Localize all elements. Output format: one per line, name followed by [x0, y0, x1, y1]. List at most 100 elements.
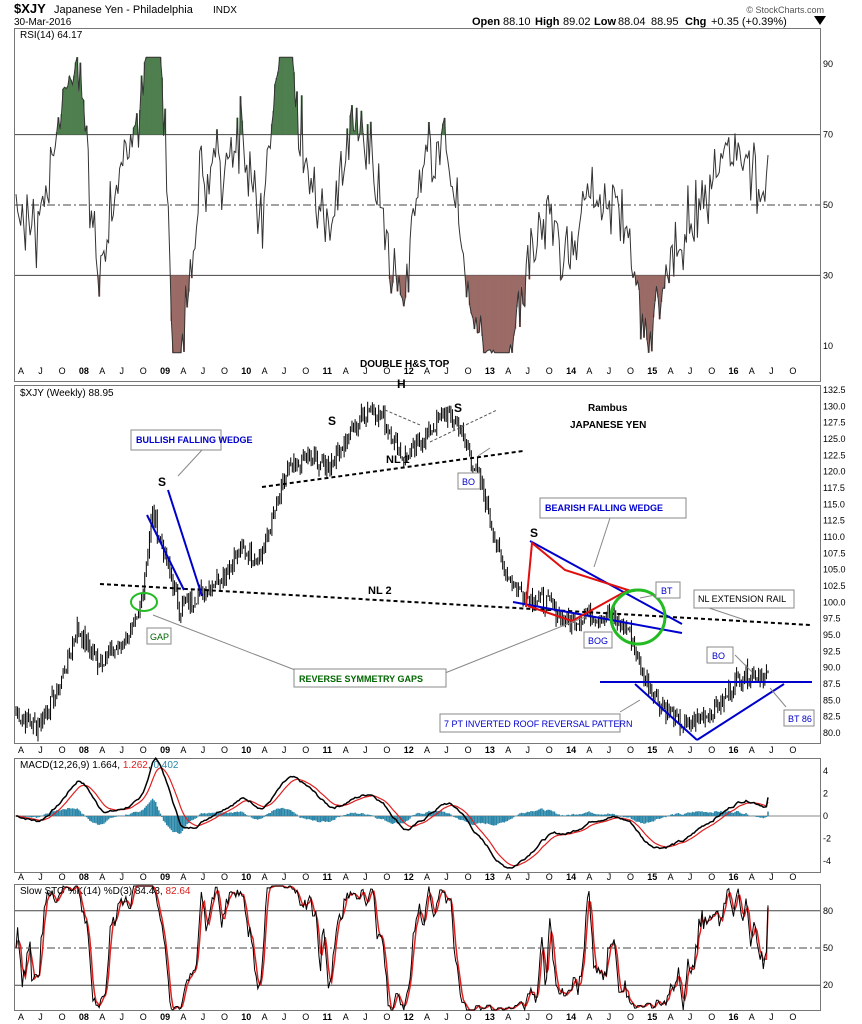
price-tick-label-2: 127.5 — [823, 418, 846, 428]
roof-left-line — [634, 683, 698, 741]
author-label: Rambus — [588, 403, 628, 414]
reverse-gaps-label: REVERSE SYMMETRY GAPS — [299, 674, 423, 684]
x-axis-label-J-2: J — [363, 872, 368, 882]
x-axis-label-O-1: O — [789, 745, 796, 755]
price-tick-label-9: 110.0 — [823, 532, 845, 542]
nl1-label: NL 1 — [386, 454, 410, 466]
sto-label: Slow STO %K(14) %D(3) 84.43, 82.64 — [20, 886, 191, 897]
svg-text:Slow STO %K(14) %D(3) 84.43, 8: Slow STO %K(14) %D(3) 84.43, 82.64 — [20, 886, 191, 897]
x-axis-label-A-2: A — [505, 872, 511, 882]
x-axis-label-08-1: 08 — [79, 745, 89, 755]
x-axis-label-A-1: A — [180, 745, 186, 755]
x-axis-label-O-3: O — [140, 1012, 147, 1022]
macd-line — [16, 757, 769, 869]
bt-box — [655, 581, 681, 599]
roof-right-line — [696, 683, 785, 741]
x-axis-label-A-2: A — [424, 872, 430, 882]
nl-ext-box — [693, 589, 795, 609]
x-axis-label-A-1: A — [18, 745, 24, 755]
x-axis-label-A-1: A — [505, 745, 511, 755]
shoulder-label-s2: S — [530, 526, 538, 540]
x-axis-label-O-3: O — [546, 1012, 553, 1022]
price-tick-label-4: 122.5 — [823, 450, 846, 460]
sto-panel-frame — [14, 884, 821, 1011]
macd-tick-label-0: 4 — [823, 766, 828, 776]
x-axis-label-O-0: O — [465, 366, 472, 376]
bo2-box — [706, 646, 734, 664]
bo2-label: BO — [712, 651, 725, 661]
x-axis-label-A-1: A — [424, 745, 430, 755]
x-axis-label-J-0: J — [526, 366, 531, 376]
x-axis-label-J-0: J — [120, 366, 125, 376]
price-label: $XJY (Weekly) 88.95 — [20, 388, 114, 399]
x-axis-label-O-1: O — [140, 745, 147, 755]
price-tick-label-0: 132.5 — [823, 385, 846, 395]
low-value: 88.04 — [618, 16, 646, 28]
macd-value: 1.664 — [92, 760, 117, 771]
x-axis-label-O-0: O — [302, 366, 309, 376]
x-axis-label-J-3: J — [769, 1012, 774, 1022]
x-axis-label-J-2: J — [688, 872, 693, 882]
x-axis-label-J-1: J — [444, 745, 449, 755]
x-axis-label-A-2: A — [99, 872, 105, 882]
x-axis-label-A-3: A — [343, 1012, 349, 1022]
x-axis-label-O-1: O — [302, 745, 309, 755]
x-axis-label-J-1: J — [607, 745, 612, 755]
x-axis-label-A-1: A — [262, 745, 268, 755]
x-axis-label-A-0: A — [262, 366, 268, 376]
x-axis-label-A-1: A — [99, 745, 105, 755]
x-axis-label-12-0: 12 — [404, 366, 414, 376]
reverse-gaps-box — [293, 668, 447, 688]
x-axis-label-10-1: 10 — [241, 745, 251, 755]
x-axis-label-13-2: 13 — [485, 872, 495, 882]
x-axis-label-A-3: A — [424, 1012, 430, 1022]
rsi-tick-label-2: 50 — [823, 200, 833, 210]
bog-label: BOG — [588, 636, 608, 646]
price-tick-label-12: 102.5 — [823, 581, 846, 591]
x-axis-label-O-1: O — [59, 745, 66, 755]
sto-label-prefix: Slow STO %K(14) %D(3) — [20, 886, 132, 897]
x-axis-label-14-1: 14 — [566, 745, 576, 755]
nl2-label: NL 2 — [368, 585, 392, 597]
x-axis-label-O-0: O — [708, 366, 715, 376]
x-axis-label-A-3: A — [99, 1012, 105, 1022]
chg-value: +0.35 (+0.39%) — [711, 16, 787, 28]
x-axis-label-A-3: A — [749, 1012, 755, 1022]
x-axis-label-A-2: A — [749, 872, 755, 882]
x-axis-label-O-2: O — [465, 872, 472, 882]
gap-box — [146, 627, 172, 645]
bearish-wedge-lower — [512, 601, 683, 634]
callout-bog — [439, 616, 586, 676]
sto-tick-label-0: 80 — [823, 906, 833, 916]
x-axis-label-J-1: J — [526, 745, 531, 755]
x-axis-label-O-2: O — [708, 872, 715, 882]
x-axis-label-J-3: J — [688, 1012, 693, 1022]
svg-text:MACD(12,26,9) 1.664, 1.262, 0.: MACD(12,26,9) 1.664, 1.262, 0.402 — [20, 760, 179, 771]
price-tick-label-17: 90.0 — [823, 663, 841, 673]
price-tick-label-8: 112.5 — [823, 516, 845, 526]
rsi-title-above-price: DOUBLE H&S TOP — [360, 359, 450, 370]
macd-hist-value: 0.402 — [153, 760, 178, 771]
x-axis-label-J-2: J — [282, 872, 287, 882]
macd-tick-label-4: -4 — [823, 856, 831, 866]
x-axis-label-J-1: J — [120, 745, 125, 755]
sto-tick-label-1: 50 — [823, 943, 833, 953]
x-axis-label-08-3: 08 — [79, 1012, 89, 1022]
x-axis-label-O-3: O — [465, 1012, 472, 1022]
x-axis-label-O-0: O — [221, 366, 228, 376]
x-axis-label-J-1: J — [201, 745, 206, 755]
x-axis-label-O-3: O — [708, 1012, 715, 1022]
callout-gap — [152, 614, 309, 676]
high-value: 89.02 — [563, 16, 591, 28]
gap-label: GAP — [150, 632, 169, 642]
head-dash-b — [429, 409, 498, 443]
close-value: 88.95 — [651, 16, 679, 28]
x-axis-label-O-3: O — [302, 1012, 309, 1022]
macd-series — [16, 757, 769, 869]
x-axis-label-O-2: O — [789, 872, 796, 882]
shoulder-label-right: S — [454, 401, 462, 415]
x-axis-label-O-0: O — [627, 366, 634, 376]
rsi-line — [15, 56, 769, 354]
x-axis-label-J-3: J — [282, 1012, 287, 1022]
x-axis-label-J-3: J — [444, 1012, 449, 1022]
